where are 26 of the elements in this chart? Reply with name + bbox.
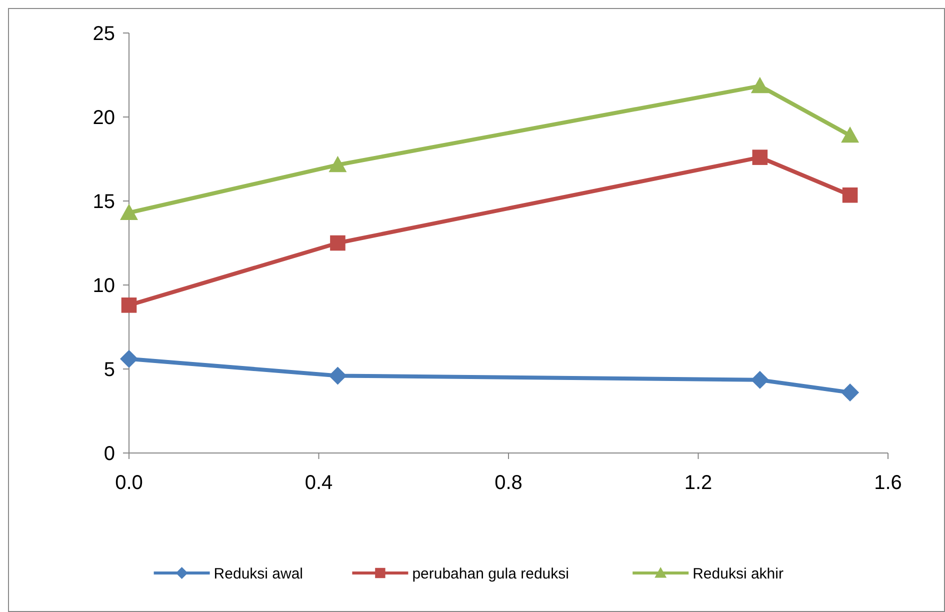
x-tick-label: 0.8 [494, 472, 522, 494]
point [330, 235, 346, 251]
legend-label: Reduksi awal [214, 565, 304, 582]
point [842, 187, 858, 203]
y-tick-label: 0 [104, 443, 115, 465]
point [750, 76, 769, 94]
y-tick-label: 20 [92, 107, 115, 129]
y-tick-label: 25 [92, 23, 115, 45]
point [120, 204, 138, 220]
point [841, 384, 860, 402]
y-tick-label: 5 [104, 359, 115, 381]
legend-label: Reduksi akhir [692, 565, 784, 582]
point [752, 150, 768, 165]
point [121, 298, 137, 313]
point [120, 350, 138, 368]
x-tick-label: 0.4 [304, 472, 333, 494]
point [328, 366, 347, 385]
point [328, 156, 347, 172]
y-tick-label: 10 [92, 275, 115, 297]
x-tick-label: 1.6 [874, 472, 902, 494]
point [841, 126, 860, 143]
legend-label: perubahan gula reduksi [412, 565, 569, 582]
point [750, 370, 769, 389]
x-tick-label: 1.2 [684, 472, 712, 494]
x-tick-label: 0.0 [115, 472, 143, 494]
y-tick-label: 15 [92, 191, 115, 213]
